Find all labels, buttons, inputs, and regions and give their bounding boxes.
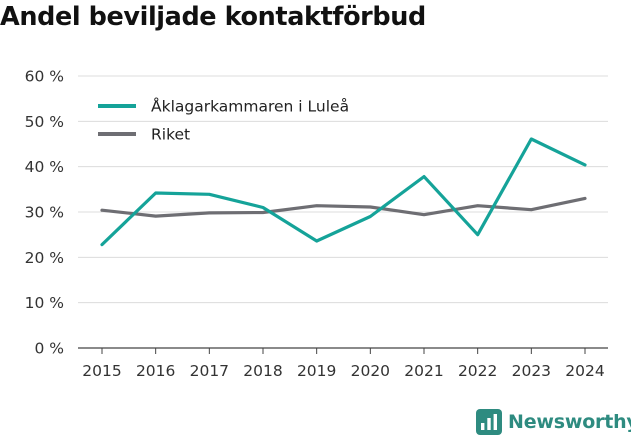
legend-label-1: Riket (151, 126, 190, 144)
y-tick-label: 60 % (25, 68, 64, 86)
x-tick-label: 2023 (512, 362, 551, 380)
y-tick-label: 20 % (25, 249, 64, 267)
newsworthy-brand: Newsworthy (476, 407, 631, 437)
x-tick-label: 2019 (297, 362, 336, 380)
y-axis-ticks: 0 % 10 % 20 % 30 % 40 % 50 % 60 % (25, 68, 64, 358)
brand-name: Newsworthy (508, 411, 631, 433)
x-tick-label: 2020 (351, 362, 390, 380)
bar-chart-logo-icon (476, 409, 502, 435)
series-line-1 (100, 196, 587, 218)
grid-lines (78, 75, 608, 349)
x-tick-label: 2021 (404, 362, 443, 380)
y-tick-label: 30 % (25, 204, 64, 222)
y-tick-label: 40 % (25, 158, 64, 176)
x-tick-label: 2016 (136, 362, 175, 380)
x-axis-ticks: 2015 2016 2017 2018 2019 2020 2021 2022 2023 2024 (82, 348, 605, 380)
x-tick-label: 2022 (458, 362, 497, 380)
x-tick-label: 2015 (82, 362, 121, 380)
chart-title: Andel beviljade kontaktförbud (0, 2, 426, 32)
x-tick-label: 2024 (565, 362, 604, 380)
legend: Åklagarkammaren i Luleå Riket (98, 97, 349, 144)
line-chart: 0 % 10 % 20 % 30 % 40 % 50 % 60 % 2015 2016 2017… (25, 68, 608, 380)
y-tick-label: 50 % (25, 113, 64, 131)
x-tick-label: 2017 (190, 362, 229, 380)
x-tick-label: 2018 (243, 362, 282, 380)
legend-label-0: Åklagarkammaren i Luleå (151, 97, 349, 116)
y-tick-label: 0 % (34, 340, 64, 358)
series-lines (100, 137, 587, 247)
y-tick-label: 10 % (25, 294, 64, 312)
series-line-0 (100, 137, 587, 247)
